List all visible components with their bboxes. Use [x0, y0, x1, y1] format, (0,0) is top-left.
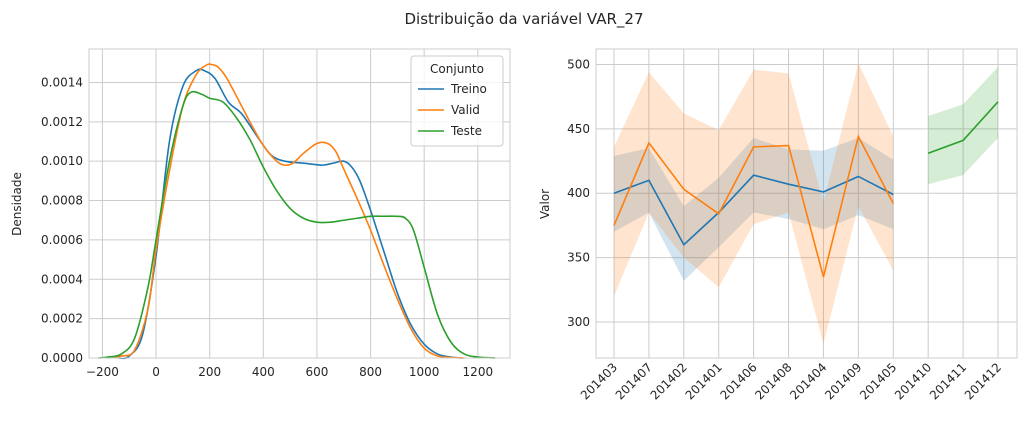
- time-series-y-tick-label: 300: [567, 315, 590, 329]
- time-series-x-tick-label: 201412: [962, 360, 1004, 402]
- kde-y-tick-label: 0.0010: [41, 154, 83, 168]
- legend-entries: Treino Valid Teste: [418, 82, 487, 138]
- kde-tick-labels: −200 0 200 400 600 800 1000 1200 0.0000 0.0002 0.0…: [41, 75, 493, 379]
- time-series-y-tick-label: 400: [567, 186, 590, 200]
- time-series-x-tick-label: 201408: [752, 360, 794, 402]
- kde-plot-frame: [88, 48, 511, 359]
- kde-line-valid: [107, 63, 465, 359]
- figure-title: Distribuição da variável VAR_27: [404, 10, 643, 29]
- kde-x-tick-label: 1200: [463, 365, 494, 379]
- time-series-x-tick-label: 201404: [787, 360, 829, 402]
- kde-y-tick-label: 0.0004: [41, 272, 83, 286]
- time-series-x-tick-label: 201405: [857, 360, 899, 402]
- kde-x-tick-label: 1000: [409, 365, 440, 379]
- kde-y-tick-label: 0.0006: [41, 233, 83, 247]
- kde-y-tick-label: 0.0000: [41, 351, 83, 365]
- legend-title: Conjunto: [430, 62, 484, 76]
- kde-x-tick-label: 200: [198, 365, 221, 379]
- time-series-y-tick-label: 500: [567, 57, 590, 71]
- legend-entry-valid: Valid: [451, 103, 480, 117]
- time-series-x-tick-label: 201406: [717, 360, 759, 402]
- time-series-y-tick-label: 450: [567, 122, 590, 136]
- time-series-x-tick-label: 201403: [578, 360, 620, 402]
- kde-x-tick-label: 0: [152, 365, 160, 379]
- kde-legend: Conjunto Treino Valid Teste: [410, 55, 504, 147]
- time-series-confidence-bands: [614, 63, 998, 344]
- time-series-gridlines: [596, 49, 1017, 358]
- time-series-x-tick-label: 201411: [927, 360, 969, 402]
- band-teste: [928, 67, 998, 185]
- time-series-x-tick-label: 201402: [648, 360, 690, 402]
- time-series-x-tick-label: 201409: [822, 360, 864, 402]
- kde-line-teste: [98, 90, 496, 359]
- kde-y-axis-label: Densidade: [10, 172, 24, 236]
- legend-entry-teste: Teste: [450, 124, 482, 138]
- kde-gridlines: [89, 49, 510, 359]
- time-series-x-tick-label: 201407: [613, 360, 655, 402]
- kde-density-chart: −200 0 200 400 600 800 1000 1200 0.0000 0.0002 0.0…: [10, 48, 511, 379]
- series-line-teste: [927, 101, 999, 155]
- time-series-lines: [613, 101, 999, 278]
- kde-line-treino: [118, 68, 462, 360]
- kde-y-tick-label: 0.0014: [41, 75, 83, 89]
- kde-series-lines: [98, 63, 496, 360]
- time-series-chart: 2014032014072014022014012014062014082014…: [538, 48, 1018, 403]
- kde-y-tick-label: 0.0012: [41, 115, 83, 129]
- time-series-y-axis-label: Valor: [538, 189, 552, 219]
- kde-x-tick-label: −200: [86, 365, 119, 379]
- kde-y-tick-label: 0.0002: [41, 312, 83, 326]
- time-series-plot-frame: [595, 48, 1018, 359]
- legend-box: [410, 55, 504, 147]
- legend-entry-treino: Treino: [450, 82, 487, 96]
- kde-x-tick-label: 400: [252, 365, 275, 379]
- series-line-valid: [613, 134, 894, 278]
- kde-x-tick-label: 600: [305, 365, 328, 379]
- kde-y-tick-label: 0.0008: [41, 194, 83, 208]
- time-series-x-tick-label: 201410: [892, 360, 934, 402]
- time-series-y-tick-label: 350: [567, 251, 590, 265]
- time-series-x-tick-label: 201401: [683, 360, 725, 402]
- kde-x-tick-label: 800: [359, 365, 382, 379]
